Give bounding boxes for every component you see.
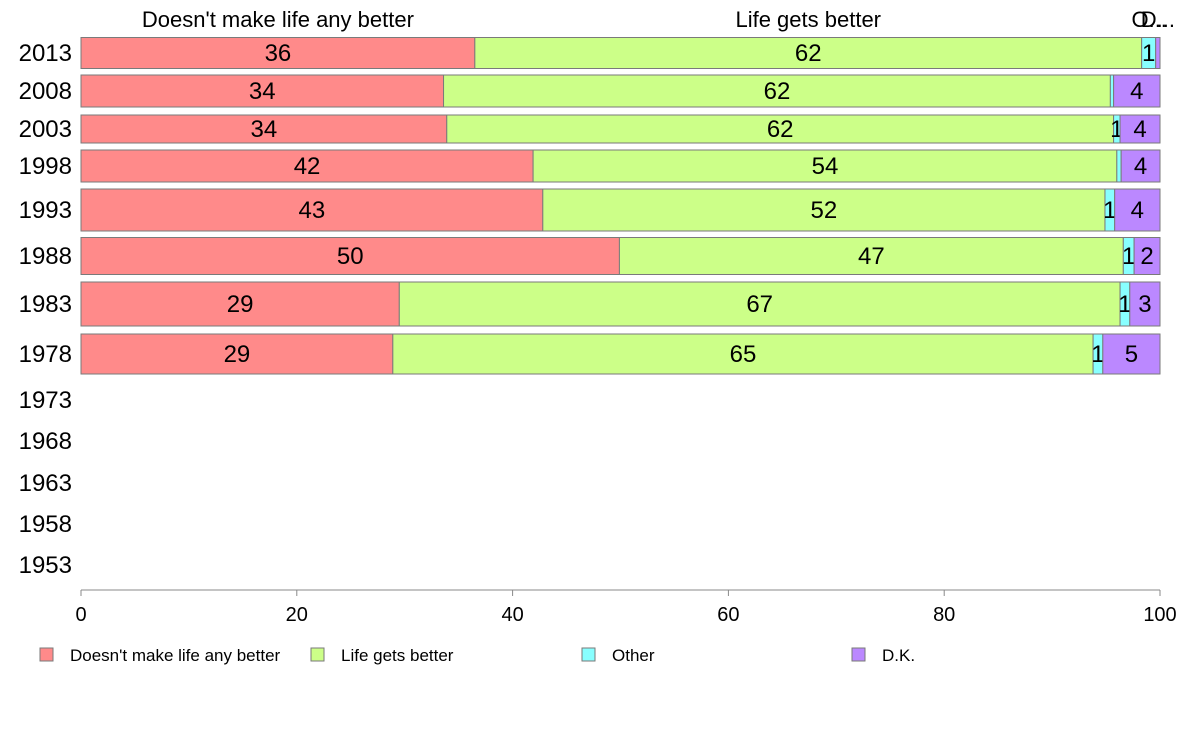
bar-2003-d-k	[1119, 114, 1161, 144]
header-label-2: O...	[1131, 7, 1166, 32]
value-label-1983-other: 1	[1118, 291, 1131, 318]
bar-2013-life-gets-better	[474, 37, 1143, 69]
legend-swatch-life-gets-better	[310, 647, 325, 662]
value-label-2008-life-gets-better: 62	[764, 78, 791, 105]
value-label-1978-doesn-t-make-life-any-better: 29	[224, 341, 251, 368]
legend-label-life-gets-better: Life gets better	[341, 646, 454, 665]
year-label-1963: 1963	[19, 470, 72, 497]
legend: Doesn't make life any better Life gets be…	[39, 646, 915, 665]
bar-1993-d-k	[1114, 188, 1161, 232]
value-label-1988-other: 1	[1122, 243, 1135, 270]
value-label-1978-d-k: 5	[1125, 341, 1138, 368]
value-label-2013-life-gets-better: 62	[795, 40, 822, 67]
header-label-0: Doesn't make life any better	[142, 7, 414, 32]
value-label-2003-doesn-t-make-life-any-better: 34	[251, 116, 278, 143]
bar-1998-d-k	[1120, 149, 1161, 183]
value-label-1983-doesn-t-make-life-any-better: 29	[227, 291, 254, 318]
bar-1993-life-gets-better	[542, 188, 1106, 232]
bar-1998-doesn-t-make-life-any-better	[80, 149, 534, 183]
legend-swatch-other	[581, 647, 596, 662]
segment-header-labels: Doesn't make life any better Life gets be…	[142, 7, 1175, 32]
year-label-1968: 1968	[19, 428, 72, 455]
bar-1988-life-gets-better	[618, 237, 1124, 275]
value-label-1993-other: 1	[1103, 197, 1116, 224]
value-label-1993-life-gets-better: 52	[811, 197, 838, 224]
year-label-1973: 1973	[19, 387, 72, 414]
value-label-2003-life-gets-better: 62	[767, 116, 794, 143]
value-label-1988-life-gets-better: 47	[858, 243, 885, 270]
value-label-2013-doesn-t-make-life-any-better: 36	[265, 40, 292, 67]
bars-area: 36 62 134 62 434 62 1 442 54 443 52 1 450 47 1 229 67 1 32…	[80, 37, 1161, 375]
year-label-1983: 1983	[19, 291, 72, 318]
value-label-1998-life-gets-better: 54	[812, 153, 839, 180]
value-label-1983-life-gets-better: 67	[746, 291, 773, 318]
bar-2013-doesn-t-make-life-any-better	[80, 37, 476, 69]
x-tick-label-100: 100	[1143, 604, 1176, 626]
x-tick-label-0: 0	[75, 604, 86, 626]
bar-2003-life-gets-better	[446, 114, 1115, 144]
value-label-1983-d-k: 3	[1138, 291, 1151, 318]
value-label-1998-doesn-t-make-life-any-better: 42	[294, 153, 321, 180]
year-label-1953: 1953	[19, 552, 72, 579]
bar-2008-d-k	[1113, 74, 1161, 108]
legend-swatch-d-k	[851, 647, 866, 662]
value-label-1993-doesn-t-make-life-any-better: 43	[299, 197, 326, 224]
legend-label-d-k: D.K.	[882, 646, 915, 665]
value-label-2013-other: 1	[1142, 40, 1155, 67]
value-label-1988-doesn-t-make-life-any-better: 50	[337, 243, 364, 270]
value-label-1978-life-gets-better: 65	[730, 341, 757, 368]
year-label-1958: 1958	[19, 511, 72, 538]
bar-1988-d-k	[1133, 237, 1161, 275]
bar-1988-doesn-t-make-life-any-better	[80, 237, 620, 275]
legend-swatch-doesn-t-make-life-any-better	[39, 647, 54, 662]
value-label-1993-d-k: 4	[1131, 197, 1144, 224]
bar-1978-d-k	[1102, 333, 1161, 375]
year-axis-labels: 2013 2008 2003 1998 1993 1988 1983 1978 1973 1968…	[19, 40, 72, 579]
value-label-1998-d-k: 4	[1134, 153, 1147, 180]
value-label-2008-doesn-t-make-life-any-better: 34	[249, 78, 276, 105]
year-label-2008: 2008	[19, 78, 72, 105]
value-label-2008-d-k: 4	[1130, 78, 1143, 105]
x-axis: 0 20 40 60 80 100	[75, 589, 1177, 626]
value-label-2003-d-k: 4	[1133, 116, 1146, 143]
header-label-3: D...	[1141, 7, 1175, 32]
year-label-1978: 1978	[19, 341, 72, 368]
x-tick-label-60: 60	[717, 604, 739, 626]
bar-1993-doesn-t-make-life-any-better	[80, 188, 544, 232]
year-label-1988: 1988	[19, 243, 72, 270]
bar-2003-doesn-t-make-life-any-better	[80, 114, 448, 144]
value-label-1988-d-k: 2	[1140, 243, 1153, 270]
bar-2013-d-k	[1155, 37, 1161, 69]
bar-1978-life-gets-better	[392, 333, 1094, 375]
bar-1983-d-k	[1129, 281, 1161, 327]
legend-label-other: Other	[612, 646, 655, 665]
x-tick-label-20: 20	[286, 604, 308, 626]
x-tick-label-40: 40	[501, 604, 523, 626]
bar-1998-life-gets-better	[532, 149, 1118, 183]
bar-1998-other	[1116, 149, 1122, 183]
year-label-2013: 2013	[19, 40, 72, 67]
bar-1983-doesn-t-make-life-any-better	[80, 281, 400, 327]
year-label-1993: 1993	[19, 197, 72, 224]
year-label-1998: 1998	[19, 153, 72, 180]
value-label-1978-other: 1	[1091, 341, 1104, 368]
bar-1983-life-gets-better	[398, 281, 1121, 327]
bar-2008-life-gets-better	[443, 74, 1111, 108]
header-label-1: Life gets better	[735, 7, 881, 32]
legend-label-doesn-t-make-life-any-better: Doesn't make life any better	[70, 646, 281, 665]
year-label-2003: 2003	[19, 116, 72, 143]
x-tick-label-80: 80	[933, 604, 955, 626]
